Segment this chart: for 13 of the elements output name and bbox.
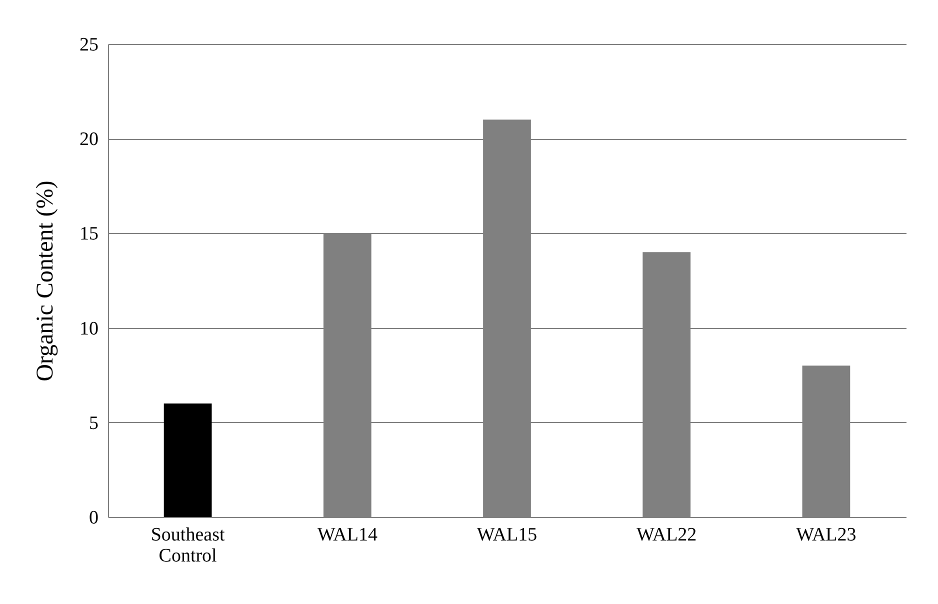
x-tick-label: WAL15: [476, 524, 538, 546]
y-tick-label: 10: [80, 318, 98, 340]
y-tick-label: 0: [89, 508, 98, 528]
x-tick-label: WAL14: [317, 524, 378, 546]
y-tick-label: 5: [89, 412, 98, 434]
y-axis-title: Organic Content (%): [32, 180, 58, 382]
bar: [164, 403, 212, 517]
y-tick-label: 15: [80, 224, 98, 245]
x-tick-label: WAL23: [796, 524, 856, 546]
x-tick-label: WAL22: [636, 524, 697, 546]
x-tick-label: Southeast Control: [150, 524, 226, 566]
y-tick-label: 25: [80, 34, 98, 56]
y-tick-label: 20: [80, 129, 98, 150]
